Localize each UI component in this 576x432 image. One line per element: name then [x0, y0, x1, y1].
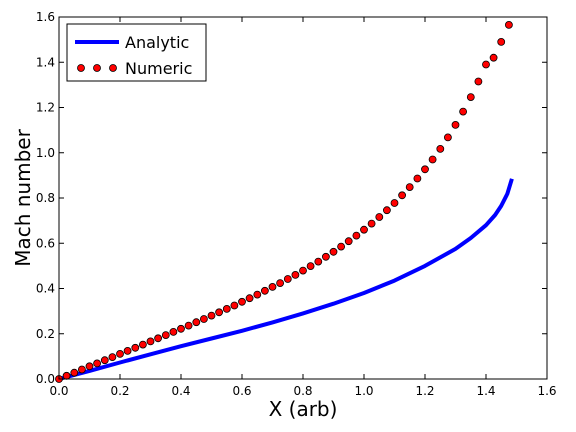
numeric-point [443, 133, 452, 142]
numeric-point [337, 242, 346, 251]
x-axis-label: X (arb) [269, 397, 338, 421]
numeric-point [100, 356, 109, 365]
numeric-point [184, 321, 193, 330]
y-tick-label: 0.4 [36, 282, 55, 296]
numeric-point [314, 257, 323, 266]
numeric-point [85, 362, 94, 371]
numeric-point [230, 301, 239, 310]
y-tick-label: 0.0 [36, 372, 55, 386]
numeric-point [321, 252, 330, 261]
x-tick-label: 0.4 [171, 384, 190, 398]
x-tick-label: 0.0 [49, 384, 68, 398]
numeric-point [466, 93, 475, 101]
legend: Analytic Numeric [66, 23, 207, 82]
y-axis-label: Mach number [11, 128, 35, 266]
numeric-point [428, 155, 437, 164]
y-tick-label: 0.6 [36, 236, 55, 250]
numeric-point [199, 315, 208, 323]
numeric-point [382, 206, 391, 215]
numeric-point [390, 199, 399, 207]
numeric-point [398, 191, 407, 200]
numeric-point [344, 237, 353, 246]
legend-analytic-label: Analytic [125, 33, 189, 52]
numeric-point [360, 225, 368, 234]
numeric-point [276, 279, 285, 288]
numeric-point [436, 144, 445, 153]
numeric-point [375, 213, 384, 221]
numeric-point [299, 266, 307, 275]
numeric-point [413, 174, 422, 183]
numeric-point [154, 334, 163, 343]
y-tick-label: 1.0 [36, 146, 55, 160]
legend-numeric-marker-1 [77, 64, 85, 72]
numeric-point [367, 219, 376, 228]
numeric-point [482, 60, 490, 69]
numeric-point [329, 247, 338, 256]
numeric-point [451, 121, 460, 129]
numeric-point [421, 165, 429, 174]
y-tick-label: 1.4 [36, 55, 55, 69]
numeric-point [161, 331, 170, 340]
x-tick-label: 0.6 [232, 384, 251, 398]
numeric-point [405, 183, 414, 192]
numeric-point [352, 231, 361, 240]
numeric-series [55, 20, 513, 383]
y-tick-label: 1.2 [36, 101, 55, 115]
numeric-point [268, 282, 277, 291]
y-tick-label: 0.8 [36, 191, 55, 205]
numeric-point [116, 349, 124, 358]
analytic-series [58, 178, 514, 381]
x-tick-label: 0.2 [110, 384, 129, 398]
numeric-point [238, 297, 246, 306]
numeric-point [138, 340, 147, 349]
legend-numeric-marker-2 [93, 64, 101, 72]
numeric-point [474, 77, 483, 86]
analytic-line [58, 178, 514, 381]
x-tick-label: 1.0 [354, 384, 373, 398]
numeric-point [222, 304, 231, 313]
numeric-point [306, 262, 315, 271]
numeric-point [146, 337, 155, 346]
x-tick-label: 1.4 [476, 384, 495, 398]
numeric-point [245, 294, 254, 303]
numeric-point [260, 286, 269, 295]
numeric-point [504, 20, 513, 29]
legend-numeric-marker-3 [109, 64, 117, 72]
numeric-point [459, 107, 468, 116]
axis-ticks [58, 16, 548, 380]
numeric-point [192, 318, 201, 327]
x-tick-label: 1.6 [537, 384, 556, 398]
y-tick-label: 1.6 [36, 10, 55, 24]
numeric-point [131, 343, 140, 352]
numeric-point [93, 359, 101, 368]
numeric-point [62, 371, 71, 380]
numeric-point [70, 368, 79, 377]
numeric-point [215, 308, 224, 317]
y-tick-label: 0.2 [36, 327, 55, 341]
legend-numeric-label: Numeric [125, 59, 192, 78]
numeric-point [108, 353, 117, 362]
numeric-point [177, 324, 185, 333]
numeric-point [169, 327, 178, 336]
numeric-point [497, 38, 506, 46]
axis-tick-labels: 0.0 0.2 0.4 0.6 0.8 1.0 1.2 1.4 1.6 0.0 0.2 0.4 0.6 0… [36, 10, 557, 398]
x-tick-label: 1.2 [415, 384, 434, 398]
numeric-point [291, 270, 300, 279]
numeric-point [78, 365, 86, 374]
legend-box [66, 23, 207, 82]
numeric-point [489, 53, 498, 62]
numeric-point [123, 346, 132, 355]
numeric-point [207, 311, 216, 320]
numeric-point [283, 275, 292, 283]
x-tick-label: 0.8 [293, 384, 312, 398]
numeric-point [253, 290, 262, 299]
